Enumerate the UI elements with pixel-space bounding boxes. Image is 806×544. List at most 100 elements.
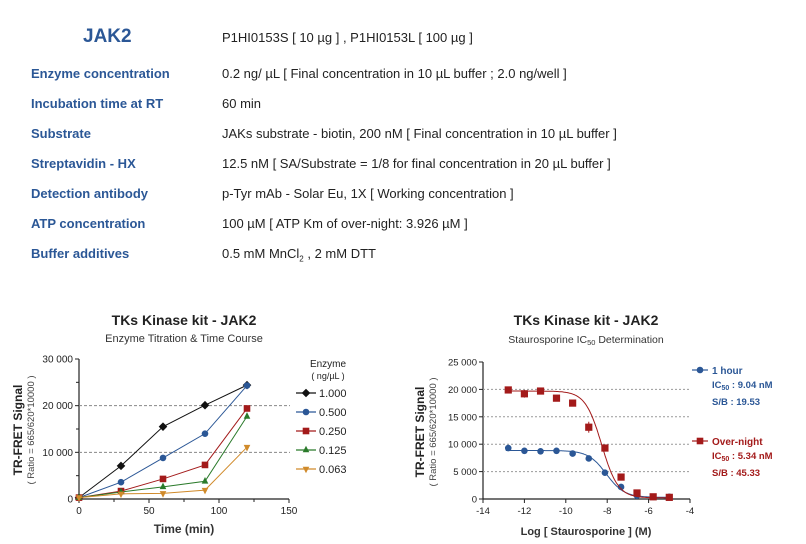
data-point [569,399,577,407]
data-point [201,476,209,484]
y-tick-label: 15 000 [448,412,477,423]
y-tick-label: 20 000 [42,401,73,412]
legend-marker [302,466,310,474]
data-point [617,473,625,481]
y-tick-label: 30 000 [42,355,73,366]
data-point [552,394,561,402]
legend-label: 1.000 [319,388,347,400]
data-point [243,382,251,389]
data-point [201,461,209,469]
data-point [116,461,126,471]
chart2-ylabel2: ( Ratio = 665/620*10000 ) [428,377,439,486]
data-point [75,495,83,502]
legend-marker [696,366,704,374]
y-tick-label: 20 000 [448,385,477,396]
chart2-ylabel: TR-FRET Signal [413,387,427,478]
y-tick-label: 5 000 [453,467,477,478]
legend-1-hour: 1 hour IC50 : 9.04 nM S/B : 19.53 [712,366,773,408]
x-tick-label: -6 [644,506,652,517]
legend-label: Over-night [712,437,763,448]
x-tick-label: -12 [518,506,532,517]
data-point [536,387,545,395]
data-point [243,412,251,419]
data-point [504,444,512,452]
data-point [569,450,576,457]
chart1-ylabel2: ( Ratio = 665/620*10000 ) [26,375,37,484]
data-point [159,482,167,490]
data-point [243,444,251,452]
data-point [585,423,593,431]
data-point [200,400,210,410]
data-point [553,447,560,455]
row-value: 0.2 ng/ µL [ Final concentration in 10 µ… [222,66,567,81]
data-point [159,454,167,462]
data-point [601,469,609,476]
legend-label: 0.125 [319,445,347,457]
row-label: Enzyme concentration [31,66,170,81]
legend-label: 0.500 [319,407,347,419]
row-value: 0.5 mM MnCl2 , 2 mM DTT [222,246,376,264]
y-tick-label: 0 [67,495,73,506]
sb-text: S/B : 45.33 [712,468,760,479]
chart1-xlabel: Time (min) [154,522,214,536]
data-point [665,493,673,501]
legend-label: 1 hour [712,366,743,377]
legend-marker [302,408,310,416]
row-label: Substrate [31,126,91,141]
legend-unit: ( ng/µL ) [311,371,344,381]
legend-marker [302,427,310,435]
chart2-xlabel: Log [ Staurosporine ] (M) [521,526,652,538]
legend-title: Enzyme [310,359,347,370]
x-tick-label: -8 [603,506,611,517]
chart1-subtitle: Enzyme Titration & Time Course [105,333,263,345]
chart2-title: TKs Kinase kit - JAK2 [514,312,659,328]
data-point [649,493,657,501]
y-tick-label: 0 [472,495,477,506]
y-tick-label: 25 000 [448,358,477,369]
data-point [117,491,125,499]
row-label: Buffer additives [31,246,130,261]
chart2-subtitle: Staurosporine IC50 Determination [508,334,664,347]
legend-marker [696,437,704,445]
x-tick-label: 50 [143,506,155,517]
data-point [617,483,625,491]
data-point [537,448,544,455]
legend-over-night: Over-night IC50 : 5.34 nM S/B : 45.33 [712,437,773,479]
legend-label: 0.250 [319,426,347,438]
data-point [243,405,251,412]
data-point [201,487,209,495]
data-point [159,491,167,498]
legend-marker [302,445,310,453]
row-label: Detection antibody [31,186,149,201]
data-point [520,390,528,398]
data-point [117,478,125,486]
value-text: 0.5 mM MnCl [222,246,300,261]
ic50-text: IC50 : 5.34 nM [712,451,773,463]
x-tick-label: -4 [686,506,694,517]
x-tick-label: -10 [559,506,573,517]
x-tick-label: 100 [211,506,228,517]
row-value: 60 min [222,96,262,111]
sb-text: S/B : 19.53 [712,397,760,408]
subscript: 2 [299,254,304,264]
x-tick-label: 150 [281,506,298,517]
ic50-text: IC50 : 9.04 nM [712,380,773,392]
x-tick-label: 0 [76,506,82,517]
data-point [201,430,209,437]
legend-label: 0.063 [319,464,347,476]
data-point [158,422,168,431]
data-point [633,489,641,497]
row-label: Incubation time at RT [31,96,164,111]
data-point [521,447,528,455]
catalog-numbers: P1HI0153S [ 10 µg ] , P1HI0153L [ 100 µg… [222,30,473,45]
data-point [601,444,609,452]
data-point [504,386,512,394]
chart1-ylabel: TR-FRET Signal [11,385,25,476]
row-label: ATP concentration [31,216,146,231]
row-label: Streptavidin - HX [31,156,136,171]
y-tick-label: 10 000 [42,448,73,459]
y-tick-label: 10 000 [448,440,477,451]
row-value: JAKs substrate - biotin, 200 nM [ Final … [222,126,617,141]
fit-curve-Over-night [505,390,670,499]
